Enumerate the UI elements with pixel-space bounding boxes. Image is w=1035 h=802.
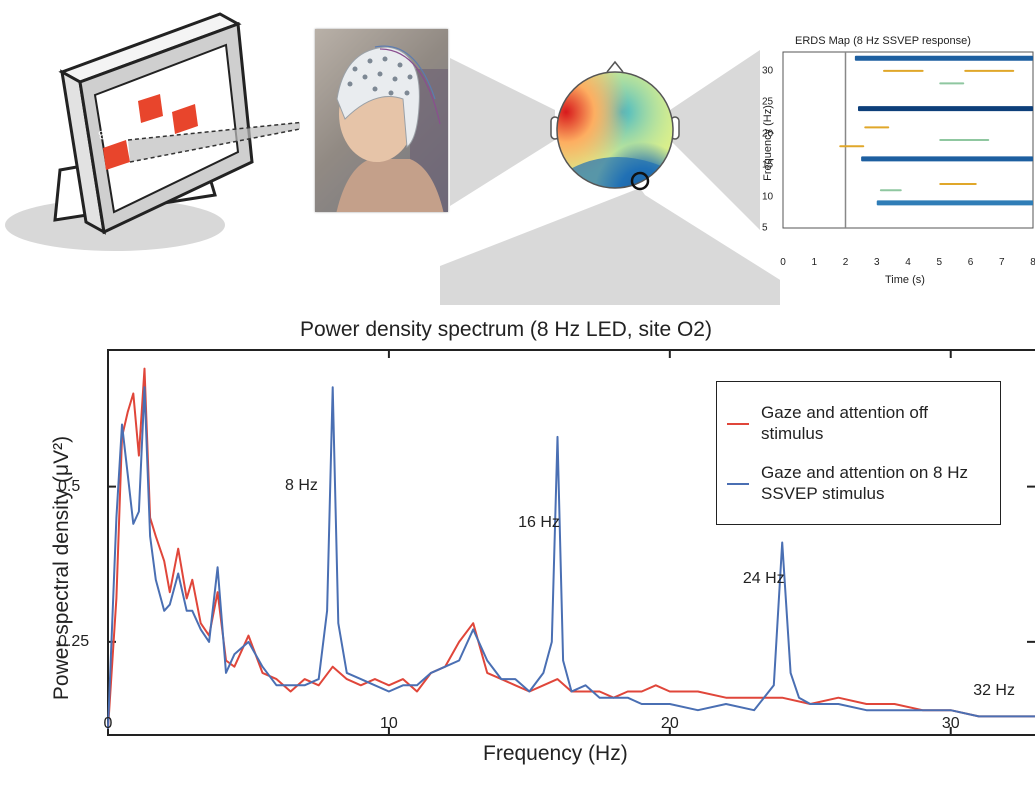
site-o2-marker [630, 171, 650, 191]
scalp-topography [550, 60, 680, 191]
erds-band [879, 189, 902, 192]
series-line-on-stimulus [107, 386, 1035, 729]
y-tick-label: 0.25 [58, 632, 90, 650]
legend-swatch-off [727, 423, 749, 425]
led-15hz [172, 104, 198, 134]
erds-band [839, 145, 865, 148]
erds-band [876, 200, 1033, 206]
peak-label: 24 Hz [742, 569, 785, 587]
erds-x-tick-label: 4 [905, 257, 911, 268]
erds-x-tick-label: 8 [1030, 257, 1035, 268]
erds-band [864, 126, 890, 129]
cone-head-to-spectrum [440, 188, 780, 305]
erds-band [939, 183, 977, 185]
spectrum-legend: Gaze and attention off stimulus Gaze and… [716, 381, 1001, 525]
erds-x-tick-label: 3 [873, 257, 880, 268]
erds-band [964, 69, 1015, 72]
series-line-off-stimulus [107, 367, 1035, 729]
spectrum-xlabel: Frequency (Hz) [483, 742, 628, 765]
erds-band [861, 156, 1033, 162]
head-outline [556, 71, 674, 189]
led-8hz [103, 140, 130, 170]
erds-band [939, 139, 990, 141]
peak-label: 16 Hz [518, 513, 560, 531]
legend-swatch-on [727, 483, 749, 485]
erds-x-tick-label: 1 [811, 257, 818, 268]
nose-marker [606, 60, 624, 73]
erds-xlabel: Time (s) [885, 274, 925, 286]
cone-head-to-erds [670, 50, 760, 230]
erds-x-tick-label: 5 [936, 257, 943, 268]
erds-y-tick-label: 15 [762, 159, 774, 171]
gaze-beam [128, 122, 300, 162]
x-tick-label: 20 [660, 715, 679, 732]
monitor-screen [93, 43, 240, 214]
cone-photo-to-head [450, 58, 555, 206]
legend-label-on: Gaze and attention on 8 Hz SSVEP stimulu… [761, 463, 968, 503]
spectrum-axes-frame [107, 349, 1035, 736]
subject-illustration [315, 29, 448, 212]
erds-frame [782, 51, 1034, 229]
led-12hz [138, 94, 163, 123]
erds-band [858, 106, 1033, 112]
connector-shapes [440, 50, 780, 305]
erds-y-tick-label: 5 [762, 222, 768, 234]
erds-x-tick-label: 0 [780, 257, 786, 268]
peak-label: 32 Hz [973, 681, 1015, 699]
erds-y-tick-label: 30 [762, 65, 774, 77]
x-tick-label: 0 [103, 715, 113, 732]
erds-x-tick-label: 7 [998, 257, 1005, 268]
erds-y-tick-label: 20 [762, 128, 774, 140]
erds-band [939, 82, 965, 85]
gaze-line-top [127, 121, 300, 141]
stimulus-monitor: 8 Hz 12 Hz 15 Hz [5, 12, 300, 251]
y-tick-label: 0.5 [58, 477, 81, 495]
erds-y-tick-label: 10 [762, 191, 774, 203]
gaze-line-bottom [129, 128, 300, 163]
erds-plot [782, 51, 1034, 229]
x-tick-label: 30 [941, 715, 960, 732]
spectrum-title: Power density spectrum (8 Hz LED, site O… [300, 318, 712, 341]
erds-band [854, 55, 1033, 61]
x-tick-label: 10 [380, 715, 398, 732]
erds-x-tick-label: 2 [842, 257, 849, 268]
subject-photo [315, 29, 448, 212]
peak-label: 8 Hz [284, 476, 318, 494]
erds-x-tick-label: 6 [967, 257, 974, 268]
erds-title: ERDS Map (8 Hz SSVEP response) [795, 35, 971, 47]
erds-y-tick-label: 25 [762, 96, 774, 108]
erds-band [883, 69, 924, 72]
legend-label-off: Gaze and attention off stimulus [761, 403, 928, 443]
